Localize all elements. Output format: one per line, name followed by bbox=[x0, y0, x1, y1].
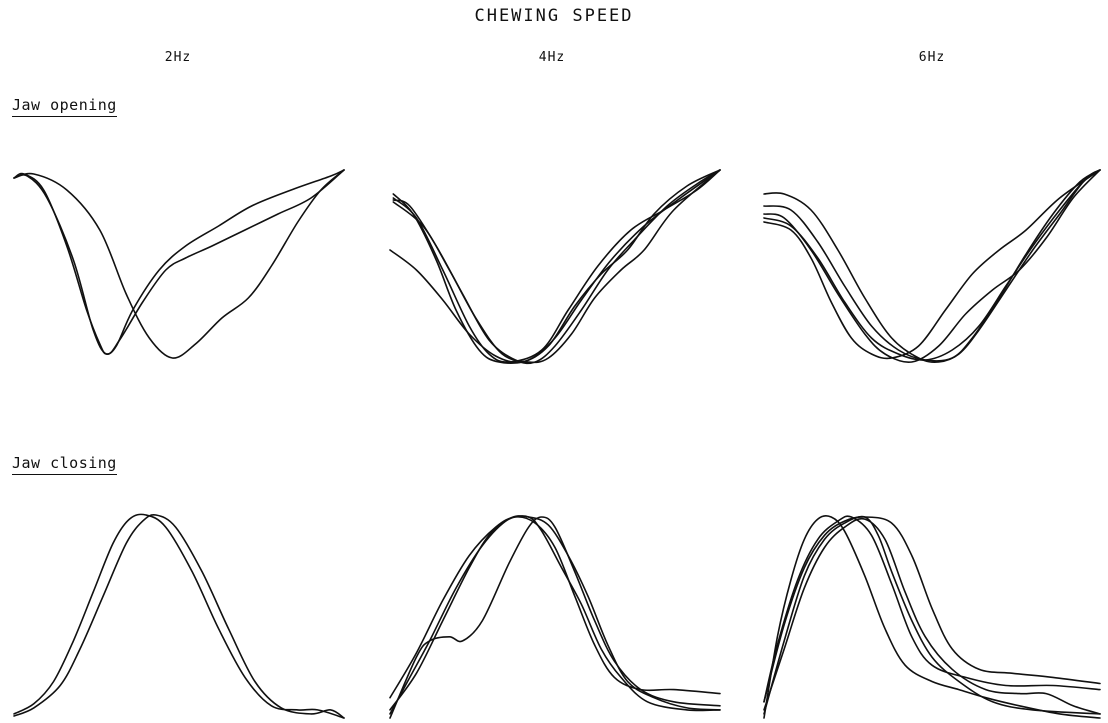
column-label-4hz: 4Hz bbox=[538, 50, 566, 65]
trace-jaw-closing-2hz-1 bbox=[13, 513, 345, 719]
panel-jaw-opening-4hz bbox=[389, 169, 721, 365]
trace-jaw-closing-4hz-2 bbox=[389, 515, 721, 712]
trace-jaw-opening-4hz-3 bbox=[392, 169, 721, 363]
panel-jaw-opening-6hz bbox=[763, 169, 1101, 364]
trace-jaw-opening-2hz-2 bbox=[13, 169, 345, 356]
column-label-6hz: 6Hz bbox=[918, 50, 946, 65]
trace-jaw-opening-6hz-1 bbox=[763, 169, 1101, 364]
trace-jaw-opening-2hz-3 bbox=[13, 169, 345, 359]
chart-title: CHEWING SPEED bbox=[474, 6, 634, 26]
trace-jaw-opening-2hz-1 bbox=[13, 169, 345, 355]
column-label-2hz: 2Hz bbox=[164, 50, 192, 65]
panel-jaw-opening-2hz bbox=[13, 169, 345, 359]
trace-jaw-closing-6hz-1 bbox=[763, 514, 1101, 719]
trace-jaw-closing-4hz-4 bbox=[389, 516, 721, 699]
trace-jaw-opening-6hz-3 bbox=[763, 169, 1101, 364]
trace-jaw-closing-6hz-3 bbox=[763, 515, 1101, 715]
trace-jaw-closing-6hz-2 bbox=[763, 515, 1101, 703]
panel-jaw-closing-2hz bbox=[13, 513, 345, 719]
trace-jaw-closing-4hz-1 bbox=[389, 515, 721, 715]
trace-jaw-closing-4hz-3 bbox=[389, 516, 721, 719]
row-label-jaw-opening: Jaw opening bbox=[12, 96, 117, 117]
row-label-jaw-closing: Jaw closing bbox=[12, 454, 117, 475]
trace-jaw-opening-4hz-5 bbox=[392, 169, 721, 364]
trace-jaw-opening-4hz-4 bbox=[389, 169, 721, 364]
panel-jaw-closing-4hz bbox=[389, 515, 721, 719]
trace-jaw-closing-6hz-5 bbox=[763, 517, 1101, 715]
trace-jaw-closing-2hz-2 bbox=[13, 513, 345, 719]
trace-jaw-closing-6hz-4 bbox=[763, 516, 1101, 703]
trace-jaw-opening-6hz-4 bbox=[763, 169, 1101, 360]
trace-jaw-opening-6hz-5 bbox=[763, 169, 1101, 361]
trace-jaw-opening-6hz-2 bbox=[763, 169, 1101, 362]
panel-jaw-closing-6hz bbox=[763, 514, 1101, 719]
